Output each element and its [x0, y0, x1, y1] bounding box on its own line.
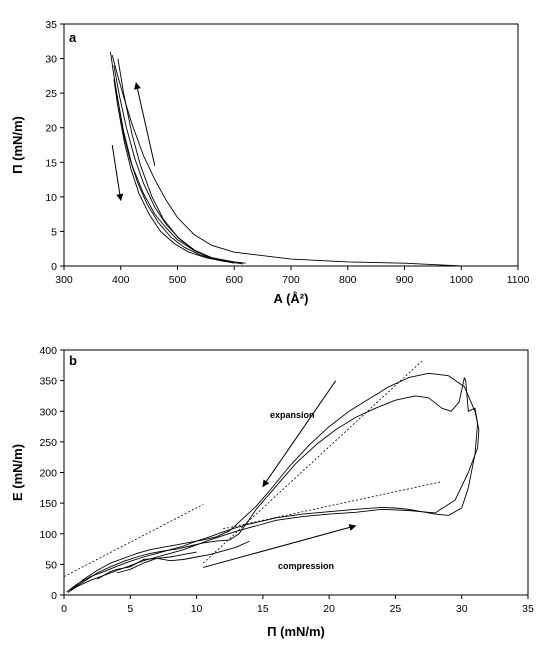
- x-tick-label: 15: [257, 603, 269, 615]
- series-line-6: [113, 65, 235, 264]
- x-tick-label: 800: [339, 274, 357, 286]
- x-tick-label: 1100: [507, 274, 530, 286]
- x-tick-label: 25: [390, 603, 402, 615]
- y-tick-label: 35: [45, 19, 57, 31]
- series-line-1: [111, 54, 462, 266]
- fit-line: [223, 481, 442, 530]
- series-line-4: [117, 58, 243, 265]
- y-tick-label: 5: [51, 226, 57, 238]
- x-tick-label: 0: [61, 603, 67, 615]
- chart-panel-a: 300 400 500 600 700 800 900 1000 1100 0 5 10 15 20 25 3…: [10, 19, 529, 306]
- x-axis-title: A (Å²): [274, 291, 309, 306]
- x-tick-label: 500: [169, 274, 187, 286]
- panel-label: b: [69, 353, 77, 368]
- direction-arrow: [134, 82, 156, 166]
- y-axis-title: Π (mN/m): [10, 116, 25, 174]
- y-tick-label: 10: [45, 192, 57, 204]
- y-tick-label: 400: [39, 345, 57, 357]
- y-tick-label: 50: [45, 559, 57, 571]
- fit-line: [202, 360, 423, 564]
- x-tick-label: 10: [191, 603, 203, 615]
- x-tick-label: 20: [323, 603, 335, 615]
- direction-arrow: [203, 524, 357, 568]
- y-tick-label: 30: [45, 54, 57, 66]
- x-tick-label: 700: [282, 274, 300, 286]
- x-tick-label: 35: [522, 603, 534, 615]
- y-tick-label: 300: [39, 406, 57, 418]
- direction-arrow: [262, 380, 337, 488]
- x-tick-label: 600: [225, 274, 243, 286]
- y-axis-title: E (mN/m): [10, 444, 25, 501]
- annotation-compression: compression: [278, 561, 334, 571]
- annotation-expansion: expansion: [270, 410, 315, 420]
- x-tick-label: 30: [456, 603, 468, 615]
- series-line-5: [96, 551, 197, 580]
- series-line-3: [67, 411, 480, 593]
- x-tick-label: 300: [55, 274, 73, 286]
- series-line-3: [113, 79, 240, 264]
- fit-line: [64, 504, 204, 577]
- series-line-2: [70, 377, 465, 591]
- y-tick-label: 20: [45, 123, 57, 135]
- series-line-4: [70, 372, 476, 591]
- y-tick-label: 250: [39, 437, 57, 449]
- x-axis-title: Π (mN/m): [267, 624, 325, 639]
- y-tick-label: 25: [45, 88, 57, 100]
- x-tick-label: 1000: [450, 274, 474, 286]
- series-line-6: [116, 540, 250, 574]
- chart-panel-b: 0 5 10 15 20 25 30 35050100150200250300350400Π …: [10, 345, 534, 639]
- y-tick-label: 150: [39, 498, 57, 510]
- y-tick-label: 100: [39, 529, 57, 541]
- series-line-2: [110, 51, 246, 264]
- x-tick-label: 400: [112, 274, 130, 286]
- series-line-5: [114, 86, 235, 263]
- direction-arrow: [111, 144, 124, 202]
- series-line-1: [66, 377, 479, 593]
- y-tick-label: 0: [51, 590, 57, 602]
- plot-frame: [63, 23, 519, 267]
- y-tick-label: 200: [39, 468, 57, 480]
- y-tick-label: 350: [39, 376, 57, 388]
- panel-label: a: [69, 30, 77, 45]
- x-tick-label: 900: [396, 274, 414, 286]
- x-tick-label: 5: [127, 603, 133, 615]
- y-tick-label: 0: [51, 261, 57, 273]
- y-tick-label: 15: [45, 157, 57, 169]
